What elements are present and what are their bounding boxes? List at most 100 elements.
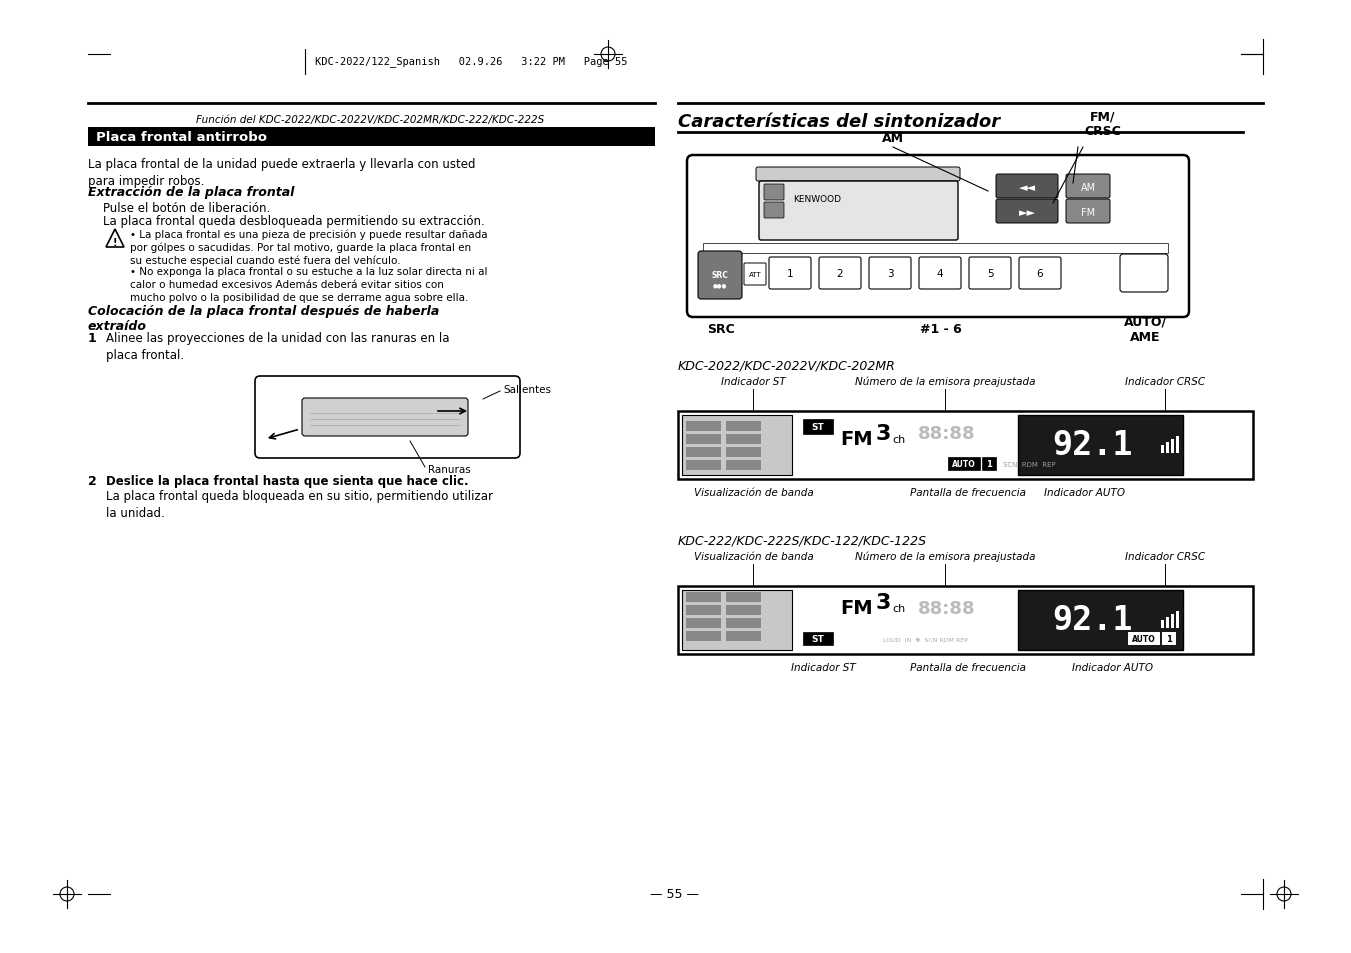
FancyBboxPatch shape <box>769 257 811 290</box>
Text: Visualización de banda: Visualización de banda <box>693 488 813 497</box>
Text: FM: FM <box>1081 208 1096 218</box>
Text: SCN  RDM  REP: SCN RDM REP <box>1002 461 1055 468</box>
Text: La placa frontal de la unidad puede extraerla y llevarla con usted
para impedir : La placa frontal de la unidad puede extr… <box>88 158 476 188</box>
FancyBboxPatch shape <box>686 593 721 602</box>
FancyBboxPatch shape <box>703 244 1169 253</box>
Text: Indicador CRSC: Indicador CRSC <box>1125 376 1205 387</box>
FancyBboxPatch shape <box>919 257 961 290</box>
Text: ◄◄: ◄◄ <box>1019 183 1035 193</box>
Text: AM: AM <box>1081 183 1096 193</box>
FancyBboxPatch shape <box>725 593 761 602</box>
FancyBboxPatch shape <box>819 257 861 290</box>
FancyBboxPatch shape <box>303 398 467 436</box>
Text: La placa frontal queda bloqueada en su sitio, permitiendo utilizar
la unidad.: La placa frontal queda bloqueada en su s… <box>105 490 493 519</box>
Text: 88:88: 88:88 <box>917 424 975 442</box>
Text: Pulse el botón de liberación.: Pulse el botón de liberación. <box>88 202 270 214</box>
FancyBboxPatch shape <box>725 618 761 628</box>
FancyBboxPatch shape <box>688 156 1189 317</box>
FancyBboxPatch shape <box>725 448 761 457</box>
Text: FM/
CRSC: FM/ CRSC <box>1085 110 1121 138</box>
Text: Placa frontal antirrobo: Placa frontal antirrobo <box>96 131 267 144</box>
FancyBboxPatch shape <box>1171 615 1174 628</box>
Text: AM: AM <box>882 132 904 145</box>
Text: ●●●: ●●● <box>713 283 727 288</box>
Text: KENWOOD: KENWOOD <box>793 195 842 204</box>
FancyBboxPatch shape <box>88 128 655 147</box>
FancyBboxPatch shape <box>765 203 784 219</box>
FancyBboxPatch shape <box>1019 257 1061 290</box>
FancyBboxPatch shape <box>869 257 911 290</box>
Text: Pantalla de frecuencia: Pantalla de frecuencia <box>911 662 1025 672</box>
FancyBboxPatch shape <box>744 264 766 286</box>
FancyBboxPatch shape <box>969 257 1011 290</box>
Text: Características del sintonizador: Características del sintonizador <box>678 112 1000 131</box>
FancyBboxPatch shape <box>725 421 761 432</box>
Text: LOUD  IN  ✤  SCN RDM REP: LOUD IN ✤ SCN RDM REP <box>884 637 967 641</box>
Text: ch: ch <box>892 435 905 444</box>
Text: ch: ch <box>892 603 905 614</box>
Text: !: ! <box>112 237 118 248</box>
FancyBboxPatch shape <box>686 448 721 457</box>
Text: 2: 2 <box>836 269 843 278</box>
Text: AUTO: AUTO <box>1132 635 1156 644</box>
FancyBboxPatch shape <box>1162 633 1175 645</box>
FancyBboxPatch shape <box>1066 174 1111 199</box>
Text: ►►: ►► <box>1019 208 1035 218</box>
FancyBboxPatch shape <box>996 174 1058 199</box>
FancyBboxPatch shape <box>686 631 721 641</box>
FancyBboxPatch shape <box>1166 618 1169 628</box>
Text: Indicador AUTO: Indicador AUTO <box>1073 662 1154 672</box>
FancyBboxPatch shape <box>982 457 996 471</box>
FancyBboxPatch shape <box>682 590 792 650</box>
Text: 5: 5 <box>986 269 993 278</box>
FancyBboxPatch shape <box>759 182 958 241</box>
FancyBboxPatch shape <box>802 419 834 435</box>
FancyBboxPatch shape <box>1120 254 1169 293</box>
FancyBboxPatch shape <box>725 435 761 444</box>
FancyBboxPatch shape <box>686 421 721 432</box>
FancyBboxPatch shape <box>1019 590 1183 650</box>
Text: 4: 4 <box>936 269 943 278</box>
Text: Función del KDC-2022/KDC-2022V/KDC-202MR/KDC-222/KDC-222S: Función del KDC-2022/KDC-2022V/KDC-202MR… <box>196 115 544 125</box>
Text: FM: FM <box>840 598 873 618</box>
Text: KDC-222/KDC-222S/KDC-122/KDC-122S: KDC-222/KDC-222S/KDC-122/KDC-122S <box>678 535 927 547</box>
Text: AUTO: AUTO <box>952 460 975 469</box>
Text: FM: FM <box>840 430 873 449</box>
Text: Número de la emisora preajustada: Número de la emisora preajustada <box>855 376 1035 387</box>
Text: • La placa frontal es una pieza de precisión y puede resultar dañada
por gólpes : • La placa frontal es una pieza de preci… <box>130 229 488 266</box>
Text: Indicador ST: Indicador ST <box>721 376 786 387</box>
Text: Extracción de la placa frontal: Extracción de la placa frontal <box>88 186 295 199</box>
Text: SRC: SRC <box>707 323 735 336</box>
Text: Pantalla de frecuencia: Pantalla de frecuencia <box>911 488 1025 497</box>
Text: 1: 1 <box>786 269 793 278</box>
Text: Visualización de banda: Visualización de banda <box>693 552 813 561</box>
FancyBboxPatch shape <box>678 586 1252 655</box>
Text: Número de la emisora preajustada: Número de la emisora preajustada <box>855 552 1035 562</box>
FancyBboxPatch shape <box>757 168 961 182</box>
Text: ST: ST <box>812 423 824 432</box>
Text: AUTO/
AME: AUTO/ AME <box>1124 315 1166 344</box>
Text: 1: 1 <box>88 332 97 345</box>
FancyBboxPatch shape <box>725 605 761 616</box>
Text: KDC-2022/122_Spanish   02.9.26   3:22 PM   Page 55: KDC-2022/122_Spanish 02.9.26 3:22 PM Pag… <box>315 56 627 68</box>
Text: 3: 3 <box>875 593 892 613</box>
FancyBboxPatch shape <box>1019 416 1183 476</box>
FancyBboxPatch shape <box>802 633 834 645</box>
Text: La placa frontal queda desbloqueada permitiendo su extracción.: La placa frontal queda desbloqueada perm… <box>88 214 485 228</box>
Text: 92.1: 92.1 <box>1052 604 1133 637</box>
Text: Salientes: Salientes <box>503 385 551 395</box>
FancyBboxPatch shape <box>686 605 721 616</box>
FancyBboxPatch shape <box>1161 620 1165 628</box>
FancyBboxPatch shape <box>698 252 742 299</box>
FancyBboxPatch shape <box>948 457 979 471</box>
FancyBboxPatch shape <box>725 460 761 471</box>
FancyBboxPatch shape <box>1128 633 1161 645</box>
Text: — 55 —: — 55 — <box>650 887 700 901</box>
Text: 3: 3 <box>875 423 892 443</box>
Text: Indicador AUTO: Indicador AUTO <box>1043 488 1124 497</box>
FancyBboxPatch shape <box>1161 446 1165 454</box>
Text: Colocación de la placa frontal después de haberla
extraído: Colocación de la placa frontal después d… <box>88 305 439 333</box>
FancyBboxPatch shape <box>682 416 792 476</box>
Text: 2: 2 <box>88 475 97 488</box>
FancyBboxPatch shape <box>1171 439 1174 454</box>
